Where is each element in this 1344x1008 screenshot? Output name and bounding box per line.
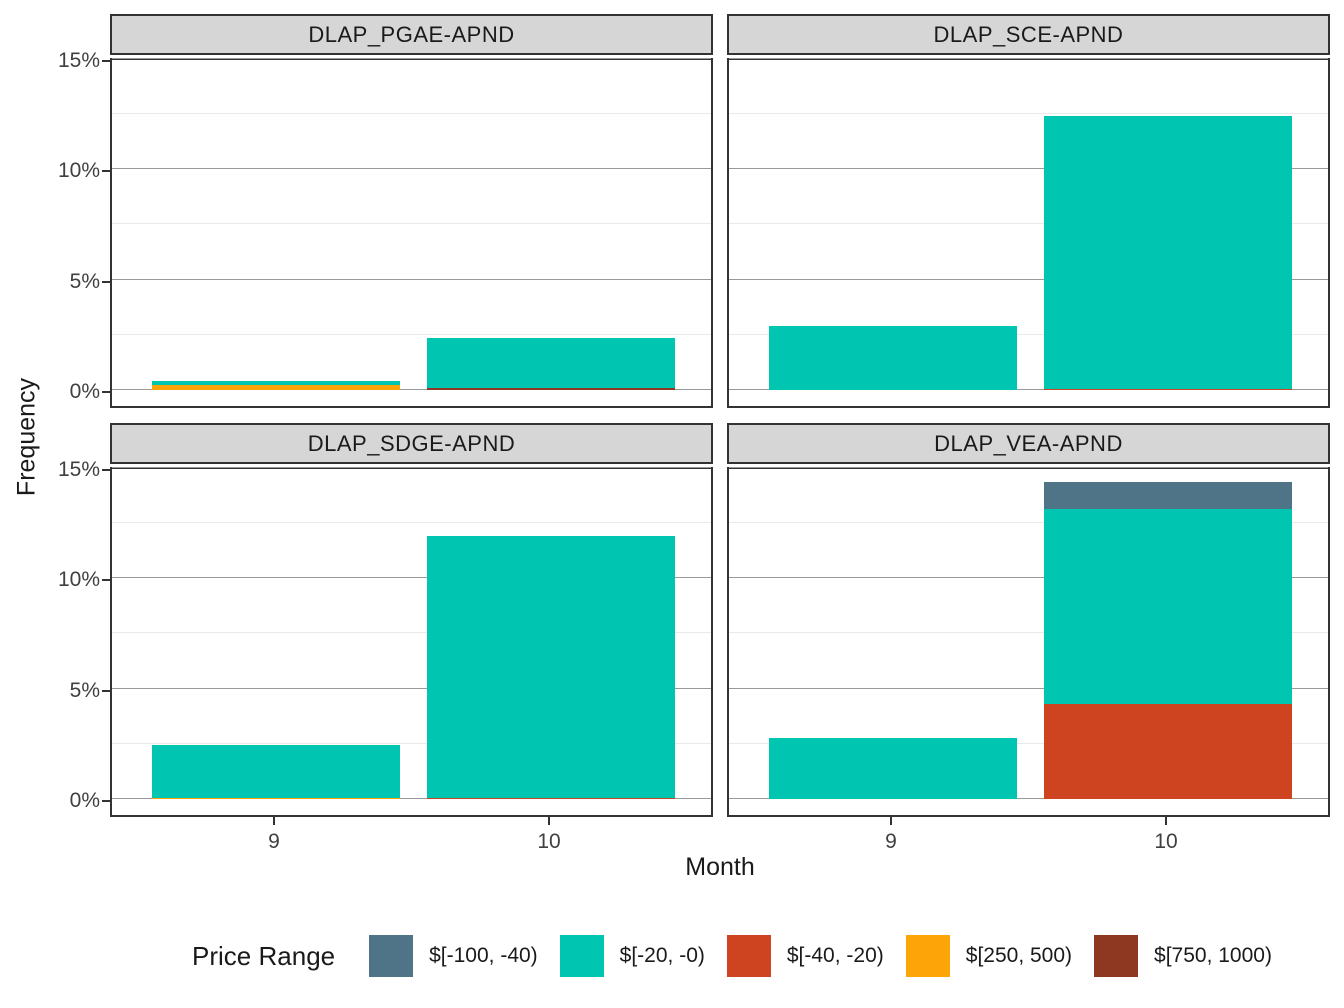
bar-segment-orange — [152, 798, 400, 800]
gridline-minor — [112, 223, 711, 225]
bar-segment-red — [427, 798, 675, 800]
bar-segment-teal — [152, 744, 400, 798]
y-tick-label: 15% — [57, 457, 100, 481]
y-tick-label: 10% — [57, 159, 100, 183]
y-tick-label: 0% — [69, 789, 100, 813]
facet-strip-label: DLAP_PGAE-APND — [308, 21, 515, 47]
legend-item: $[-20, -0) — [559, 935, 705, 977]
gridline-major — [729, 466, 1328, 468]
gridline-major — [112, 57, 711, 59]
y-tick-mark — [102, 468, 110, 471]
bar-segment-teal — [427, 536, 675, 798]
x-tick-mark — [1165, 817, 1167, 825]
facet-strip-label: DLAP_SCE-APND — [933, 21, 1124, 47]
y-tick-mark — [102, 689, 110, 692]
facet-strip: DLAP_SCE-APND — [727, 14, 1330, 55]
bar-segment-red — [1044, 704, 1292, 800]
y-tick-label: 10% — [57, 568, 100, 592]
gridline-major — [112, 168, 711, 170]
facet-strip: DLAP_VEA-APND — [727, 423, 1330, 464]
facet-panel — [727, 466, 1330, 817]
legend-item: $[250, 500) — [905, 935, 1073, 977]
x-tick-label: 10 — [1154, 830, 1178, 853]
bar-segment-slate — [1044, 481, 1292, 510]
gridline-major — [112, 278, 711, 280]
facet-strip: DLAP_PGAE-APND — [110, 14, 713, 55]
gridline-major — [729, 57, 1328, 59]
gridline-major — [729, 798, 1328, 800]
facet-strip-label: DLAP_VEA-APND — [934, 430, 1123, 456]
facet-panel — [727, 57, 1330, 408]
gridline-minor — [729, 521, 1328, 523]
legend-label: $[250, 500) — [965, 944, 1073, 967]
x-tick-label: 9 — [268, 830, 280, 853]
gridline-major — [112, 577, 711, 579]
gridline-major — [729, 278, 1328, 280]
facet-panel — [110, 57, 713, 408]
x-tick-label: 10 — [537, 830, 561, 853]
gridline-major — [112, 466, 711, 468]
y-tick-mark — [102, 170, 110, 173]
bar-segment-teal — [769, 326, 1017, 391]
y-tick-mark — [102, 579, 110, 582]
legend-label: $[-40, -20) — [786, 944, 884, 967]
legend-label: $[-20, -0) — [619, 944, 705, 967]
y-tick-mark — [102, 59, 110, 62]
gridline-major — [112, 389, 711, 391]
legend-swatch-slate — [369, 935, 414, 977]
legend-swatch-orange — [905, 935, 950, 977]
y-tick-mark — [102, 800, 110, 803]
gridline-minor — [112, 112, 711, 114]
legend-swatch-red — [726, 935, 771, 977]
x-tick-label: 9 — [885, 830, 897, 853]
facet-panel — [110, 466, 713, 817]
legend-label: $[-100, -40) — [429, 944, 538, 967]
bar-segment-teal — [152, 380, 400, 386]
y-tick-mark — [102, 280, 110, 283]
gridline-minor — [112, 742, 711, 744]
bar-segment-teal — [1044, 509, 1292, 705]
y-tick-label: 0% — [69, 380, 100, 404]
gridline-minor — [729, 112, 1328, 114]
gridline-minor — [729, 223, 1328, 225]
bar-segment-red — [1044, 388, 1292, 391]
legend-title: Price Range — [192, 940, 336, 971]
gridline-major — [729, 687, 1328, 689]
y-tick-label: 5% — [69, 269, 100, 293]
facet-strip-label: DLAP_SDGE-APND — [307, 430, 516, 456]
y-tick-mark — [102, 391, 110, 394]
gridline-major — [729, 168, 1328, 170]
gridline-minor — [112, 521, 711, 523]
legend-swatch-teal — [559, 935, 604, 977]
bar-segment-orange — [152, 385, 400, 391]
gridline-minor — [112, 632, 711, 634]
gridline-major — [112, 687, 711, 689]
bar-segment-teal — [769, 737, 1017, 800]
x-tick-mark — [273, 817, 275, 825]
facet-strip: DLAP_SDGE-APND — [110, 423, 713, 464]
y-tick-label: 5% — [69, 678, 100, 702]
y-tick-label: 15% — [57, 48, 100, 72]
legend-item: $[-40, -20) — [726, 935, 884, 977]
bar-segment-teal — [427, 337, 675, 389]
gridline-minor — [729, 333, 1328, 335]
gridline-minor — [729, 632, 1328, 634]
gridline-minor — [729, 742, 1328, 744]
gridline-major — [729, 577, 1328, 579]
legend-swatch-brown — [1094, 935, 1139, 977]
gridline-minor — [112, 333, 711, 335]
legend-item: $[750, 1000) — [1094, 935, 1272, 977]
x-tick-mark — [890, 817, 892, 825]
x-axis-title: Month — [685, 853, 755, 881]
bar-segment-brown — [427, 388, 675, 391]
legend: Price Range $[-100, -40) $[-20, -0) $[-40,… — [120, 928, 1344, 984]
bar-segment-teal — [1044, 115, 1292, 389]
legend-label: $[750, 1000) — [1154, 944, 1272, 967]
legend-item: $[-100, -40) — [369, 935, 538, 977]
gridline-major — [729, 389, 1328, 391]
gridline-major — [112, 798, 711, 800]
x-tick-mark — [548, 817, 550, 825]
